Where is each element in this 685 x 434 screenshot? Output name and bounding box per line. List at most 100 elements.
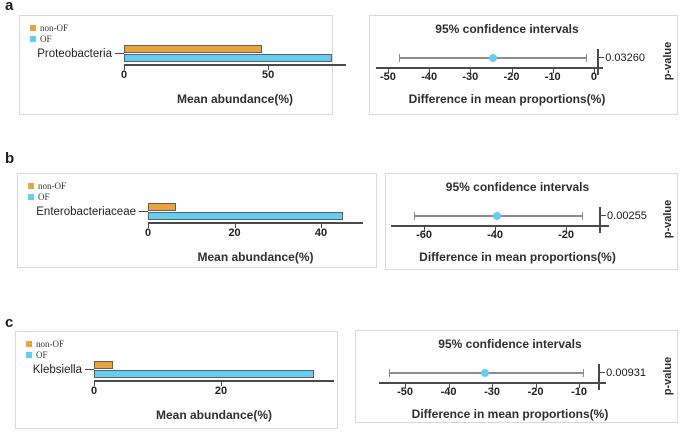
non-of-color-swatch [30, 24, 36, 31]
p-value-tick [600, 372, 606, 373]
tick-label: 0 [120, 69, 128, 81]
legend-label: OF [40, 33, 52, 44]
mean-abundance-chart: non-OF OF Enterobacteriaceae Mean abunda… [17, 173, 377, 268]
confidence-interval-chart: 95% confidence intervals Difference in m… [369, 15, 678, 115]
x-axis-label: Mean abundance(%) [197, 250, 314, 264]
p-value: 0.00255 [607, 210, 647, 222]
feature-label: Proteobacteria [37, 48, 112, 60]
legend-item-non-of: non-OF [30, 22, 68, 33]
of-color-swatch [30, 35, 36, 42]
tick-label: -30 [484, 386, 501, 398]
tick-label: -50 [397, 386, 414, 398]
tick-label: -20 [527, 386, 544, 398]
x-axis-line [391, 225, 609, 227]
feature-label: Enterobacteriaceae [36, 206, 136, 218]
mean-dot [481, 369, 490, 377]
axis-tick [124, 66, 125, 70]
tick-label: 20 [228, 227, 241, 239]
x-axis-label: Difference in mean proportions(%) [419, 250, 616, 264]
ci-cap-right [585, 54, 587, 62]
legend-item-non-of: non-OF [28, 180, 66, 191]
ci-cap-left [414, 212, 416, 220]
bar-non-of [94, 361, 113, 369]
axis-tick [448, 384, 450, 388]
tick-label: -20 [503, 71, 520, 83]
p-value-tick [601, 215, 607, 216]
tick-label: -10 [571, 386, 587, 398]
x-axis-line [376, 67, 603, 69]
ci-cap-left [399, 54, 401, 62]
p-value: 0.00931 [606, 367, 646, 379]
ci-cap-right [583, 369, 585, 377]
axis-tick [470, 69, 472, 73]
axis-tick [579, 384, 581, 388]
feature-tick [139, 211, 148, 212]
mean-dot [492, 212, 501, 220]
p-value-spine [599, 207, 601, 233]
axis-tick [424, 227, 426, 231]
mean-dot [488, 54, 497, 62]
tick-label: 0 [90, 385, 98, 397]
y-axis-label: p-value [662, 356, 674, 396]
tick-label: -60 [416, 229, 432, 241]
tick-label: -10 [544, 71, 561, 83]
axis-tick [405, 384, 407, 388]
x-axis-line [94, 380, 334, 382]
tick-label: 0 [144, 227, 152, 239]
axis-tick [593, 69, 595, 73]
p-value-spine [598, 364, 600, 390]
chart-title: 95% confidence intervals [438, 337, 582, 351]
bar-of [148, 212, 343, 220]
legend-item-of: OF [28, 191, 66, 202]
tick-label: 40 [314, 227, 328, 239]
tick-label: 50 [262, 69, 275, 81]
axis-tick [535, 384, 537, 388]
x-axis-line [379, 382, 606, 384]
tick-label: 0 [590, 71, 597, 83]
legend-label: non-OF [36, 338, 65, 349]
tick-label: 20 [214, 385, 228, 397]
of-color-swatch [26, 351, 32, 358]
legend-label: OF [36, 349, 48, 360]
axis-tick [552, 69, 554, 73]
axis-tick [220, 382, 222, 386]
axis-tick [387, 69, 389, 73]
feature-label: Klebsiella [32, 364, 82, 376]
legend-item-of: OF [30, 33, 68, 44]
x-axis-line [148, 222, 363, 224]
mean-abundance-chart: non-OF OF Klebsiella Mean abundance(%) 0… [15, 331, 338, 429]
axis-tick [148, 224, 149, 228]
panel-letter: b [5, 150, 15, 167]
y-axis-label: p-value [662, 199, 674, 239]
legend-label: non-OF [38, 180, 67, 191]
tick-label: -20 [558, 229, 574, 241]
tick-label: -30 [462, 71, 479, 83]
axis-tick [566, 227, 568, 231]
bar-of [124, 54, 332, 62]
x-axis-line [124, 64, 346, 66]
tick-label: -50 [380, 71, 396, 83]
ci-cap-right [582, 212, 584, 220]
bar-of [94, 370, 314, 378]
axis-tick [492, 384, 494, 388]
legend-item-of: OF [26, 349, 64, 360]
tick-label: -40 [421, 71, 438, 83]
legend-item-non-of: non-OF [26, 338, 64, 349]
legend: non-OF OF [30, 22, 68, 44]
non-of-color-swatch [26, 340, 32, 347]
legend-label: OF [38, 191, 50, 202]
tick-label: -40 [487, 229, 503, 241]
panel-letter: a [5, 0, 14, 14]
x-axis-label: Difference in mean proportions(%) [411, 407, 609, 421]
x-axis-label: Mean abundance(%) [155, 408, 272, 422]
non-of-color-swatch [28, 182, 34, 189]
chart-title: 95% confidence intervals [435, 22, 579, 36]
bar-non-of [124, 45, 262, 53]
legend: non-OF OF [28, 180, 66, 202]
x-axis-label: Mean abundance(%) [176, 92, 293, 106]
axis-tick [94, 382, 95, 386]
axis-tick [234, 224, 236, 228]
confidence-interval-chart: 95% confidence intervals Difference in m… [385, 173, 678, 270]
mean-abundance-chart: non-OF OF Proteobacteria Mean abundance(… [19, 15, 346, 115]
